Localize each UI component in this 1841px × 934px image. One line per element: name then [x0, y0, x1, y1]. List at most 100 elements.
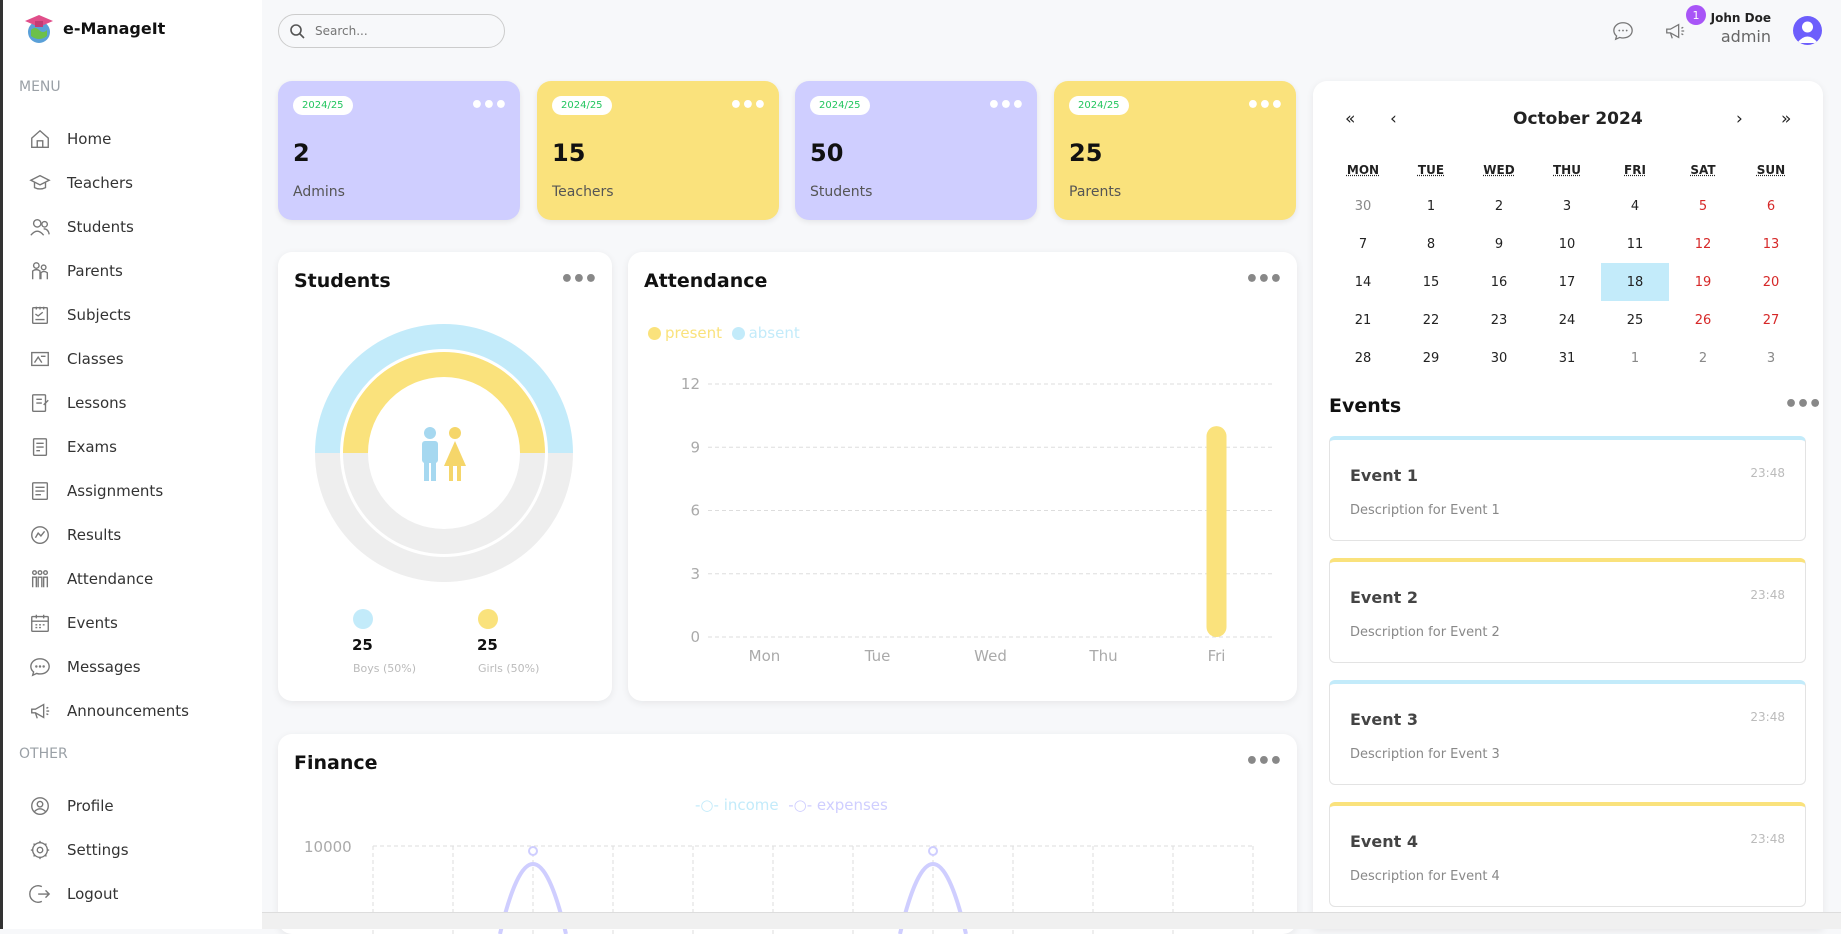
sidebar-item-home[interactable]: Home — [29, 124, 111, 154]
calendar-day[interactable]: 4 — [1630, 198, 1640, 214]
event-card[interactable]: Event 4 23:48 Description for Event 4 — [1329, 802, 1806, 907]
sidebar-item-messages[interactable]: Messages — [29, 652, 141, 682]
calendar-day[interactable]: 28 — [1354, 350, 1372, 366]
calendar-day[interactable]: 11 — [1626, 236, 1644, 252]
sidebar-item-attendance[interactable]: Attendance — [29, 564, 153, 594]
sidebar-item-exams[interactable]: Exams — [29, 432, 117, 462]
calendar-day[interactable]: 29 — [1422, 350, 1440, 366]
calendar-dow-sat: SAT — [1690, 163, 1716, 177]
event-card[interactable]: Event 1 23:48 Description for Event 1 — [1329, 436, 1806, 541]
calendar-day[interactable]: 19 — [1694, 274, 1712, 290]
attendance-bar-present[interactable] — [1206, 426, 1227, 637]
sidebar-item-logout[interactable]: Logout — [29, 879, 118, 909]
calendar-prev-month-button[interactable]: ‹ — [1390, 109, 1397, 129]
calendar-day[interactable]: 7 — [1358, 236, 1368, 252]
sidebar-item-classes[interactable]: Classes — [29, 344, 124, 374]
search-box[interactable] — [278, 14, 505, 48]
stat-more-button[interactable]: ••• — [986, 93, 1025, 118]
stat-card-parents: 2024/25 ••• 25 Parents — [1054, 81, 1296, 220]
announcements-button[interactable] — [1662, 18, 1688, 44]
sidebar-item-results[interactable]: Results — [29, 520, 121, 550]
calendar-day[interactable]: 20 — [1762, 274, 1780, 290]
calendar-day[interactable]: 27 — [1762, 312, 1780, 328]
messages-button[interactable] — [1610, 18, 1636, 44]
sidebar-item-profile[interactable]: Profile — [29, 791, 114, 821]
event-title: Event 2 — [1350, 588, 1418, 607]
calendar-day[interactable]: 16 — [1490, 274, 1508, 290]
calendar-day[interactable]: 1 — [1426, 198, 1436, 214]
legend-expenses[interactable]: -○- expenses — [788, 796, 888, 814]
legend-absent[interactable]: absent — [731, 324, 800, 342]
finance-panel-more-button[interactable]: ••• — [1244, 749, 1283, 774]
search-icon — [290, 24, 305, 39]
sidebar-item-events[interactable]: Events — [29, 608, 118, 638]
students-panel-more-button[interactable]: ••• — [559, 267, 598, 292]
calendar-day[interactable]: 12 — [1694, 236, 1712, 252]
legend-income[interactable]: -○- income — [695, 796, 779, 814]
sidebar-item-assignments[interactable]: Assignments — [29, 476, 163, 506]
stat-label: Teachers — [552, 184, 614, 200]
calendar-month-title: October 2024 — [1513, 109, 1643, 129]
calendar-day[interactable]: 2 — [1698, 350, 1708, 366]
attendance-y-tick: 12 — [681, 375, 700, 393]
logout-icon — [29, 885, 51, 903]
sidebar-item-subjects[interactable]: Subjects — [29, 300, 131, 330]
calendar-day[interactable]: 3 — [1766, 350, 1776, 366]
students-panel-title: Students — [294, 270, 391, 292]
sidebar-item-label: Settings — [67, 841, 129, 859]
stat-more-button[interactable]: ••• — [728, 93, 767, 118]
calendar-day[interactable]: 30 — [1354, 198, 1372, 214]
calendar-day[interactable]: 18 — [1601, 263, 1669, 301]
event-description: Description for Event 4 — [1350, 869, 1500, 884]
calendar-day[interactable]: 9 — [1494, 236, 1504, 252]
calendar-day[interactable]: 25 — [1626, 312, 1644, 328]
calendar-prev-year-button[interactable]: « — [1345, 109, 1356, 129]
sidebar-item-label: Assignments — [67, 482, 164, 500]
user-avatar-icon — [1797, 21, 1818, 43]
calendar-day[interactable]: 31 — [1558, 350, 1576, 366]
assignments-icon — [31, 482, 49, 500]
calendar-day[interactable]: 30 — [1490, 350, 1508, 366]
calendar-day[interactable]: 22 — [1422, 312, 1440, 328]
calendar-day[interactable]: 13 — [1762, 236, 1780, 252]
calendar-dow-mon: MON — [1346, 163, 1380, 177]
notification-badge: 1 — [1686, 5, 1706, 25]
calendar-day[interactable]: 26 — [1694, 312, 1712, 328]
calendar-day[interactable]: 14 — [1354, 274, 1372, 290]
calendar-day[interactable]: 3 — [1562, 198, 1572, 214]
stat-value: 25 — [1069, 139, 1103, 167]
attendance-x-tick: Mon — [749, 647, 781, 665]
calendar-day[interactable]: 1 — [1630, 350, 1640, 366]
calendar-day[interactable]: 5 — [1698, 198, 1708, 214]
calendar-day[interactable]: 15 — [1422, 274, 1440, 290]
stat-more-button[interactable]: ••• — [469, 93, 508, 118]
calendar-day[interactable]: 8 — [1426, 236, 1436, 252]
calendar-day[interactable]: 21 — [1354, 312, 1372, 328]
sidebar-item-parents[interactable]: Parents — [29, 256, 123, 286]
calendar-next-year-button[interactable]: » — [1781, 109, 1792, 129]
calendar-day[interactable]: 2 — [1494, 198, 1504, 214]
horizontal-scrollbar[interactable] — [262, 912, 1841, 929]
events-title: Events — [1329, 395, 1402, 417]
calendar-day[interactable]: 24 — [1558, 312, 1576, 328]
search-input[interactable] — [315, 24, 485, 38]
sidebar-item-students[interactable]: Students — [29, 212, 134, 242]
calendar-day[interactable]: 23 — [1490, 312, 1508, 328]
calendar-day[interactable]: 6 — [1766, 198, 1776, 214]
events-more-button[interactable]: ••• — [1784, 392, 1822, 417]
event-card[interactable]: Event 3 23:48 Description for Event 3 — [1329, 680, 1806, 785]
calendar-day[interactable]: 10 — [1558, 236, 1576, 252]
sidebar-item-lessons[interactable]: Lessons — [29, 388, 126, 418]
event-card[interactable]: Event 2 23:48 Description for Event 2 — [1329, 558, 1806, 663]
calendar-day[interactable]: 17 — [1558, 274, 1576, 290]
sidebar-item-teachers[interactable]: Teachers — [29, 168, 133, 198]
stat-more-button[interactable]: ••• — [1245, 93, 1284, 118]
sidebar-item-announcements[interactable]: Announcements — [29, 696, 189, 726]
avatar[interactable] — [1793, 16, 1822, 45]
attendance-panel-more-button[interactable]: ••• — [1244, 267, 1283, 292]
calendar-next-month-button[interactable]: › — [1736, 109, 1743, 129]
app-logo[interactable]: e-ManageIt — [23, 12, 165, 44]
legend-present[interactable]: present — [648, 324, 722, 342]
sidebar-item-settings[interactable]: Settings — [29, 835, 129, 865]
sidebar-item-label: Attendance — [67, 570, 154, 588]
